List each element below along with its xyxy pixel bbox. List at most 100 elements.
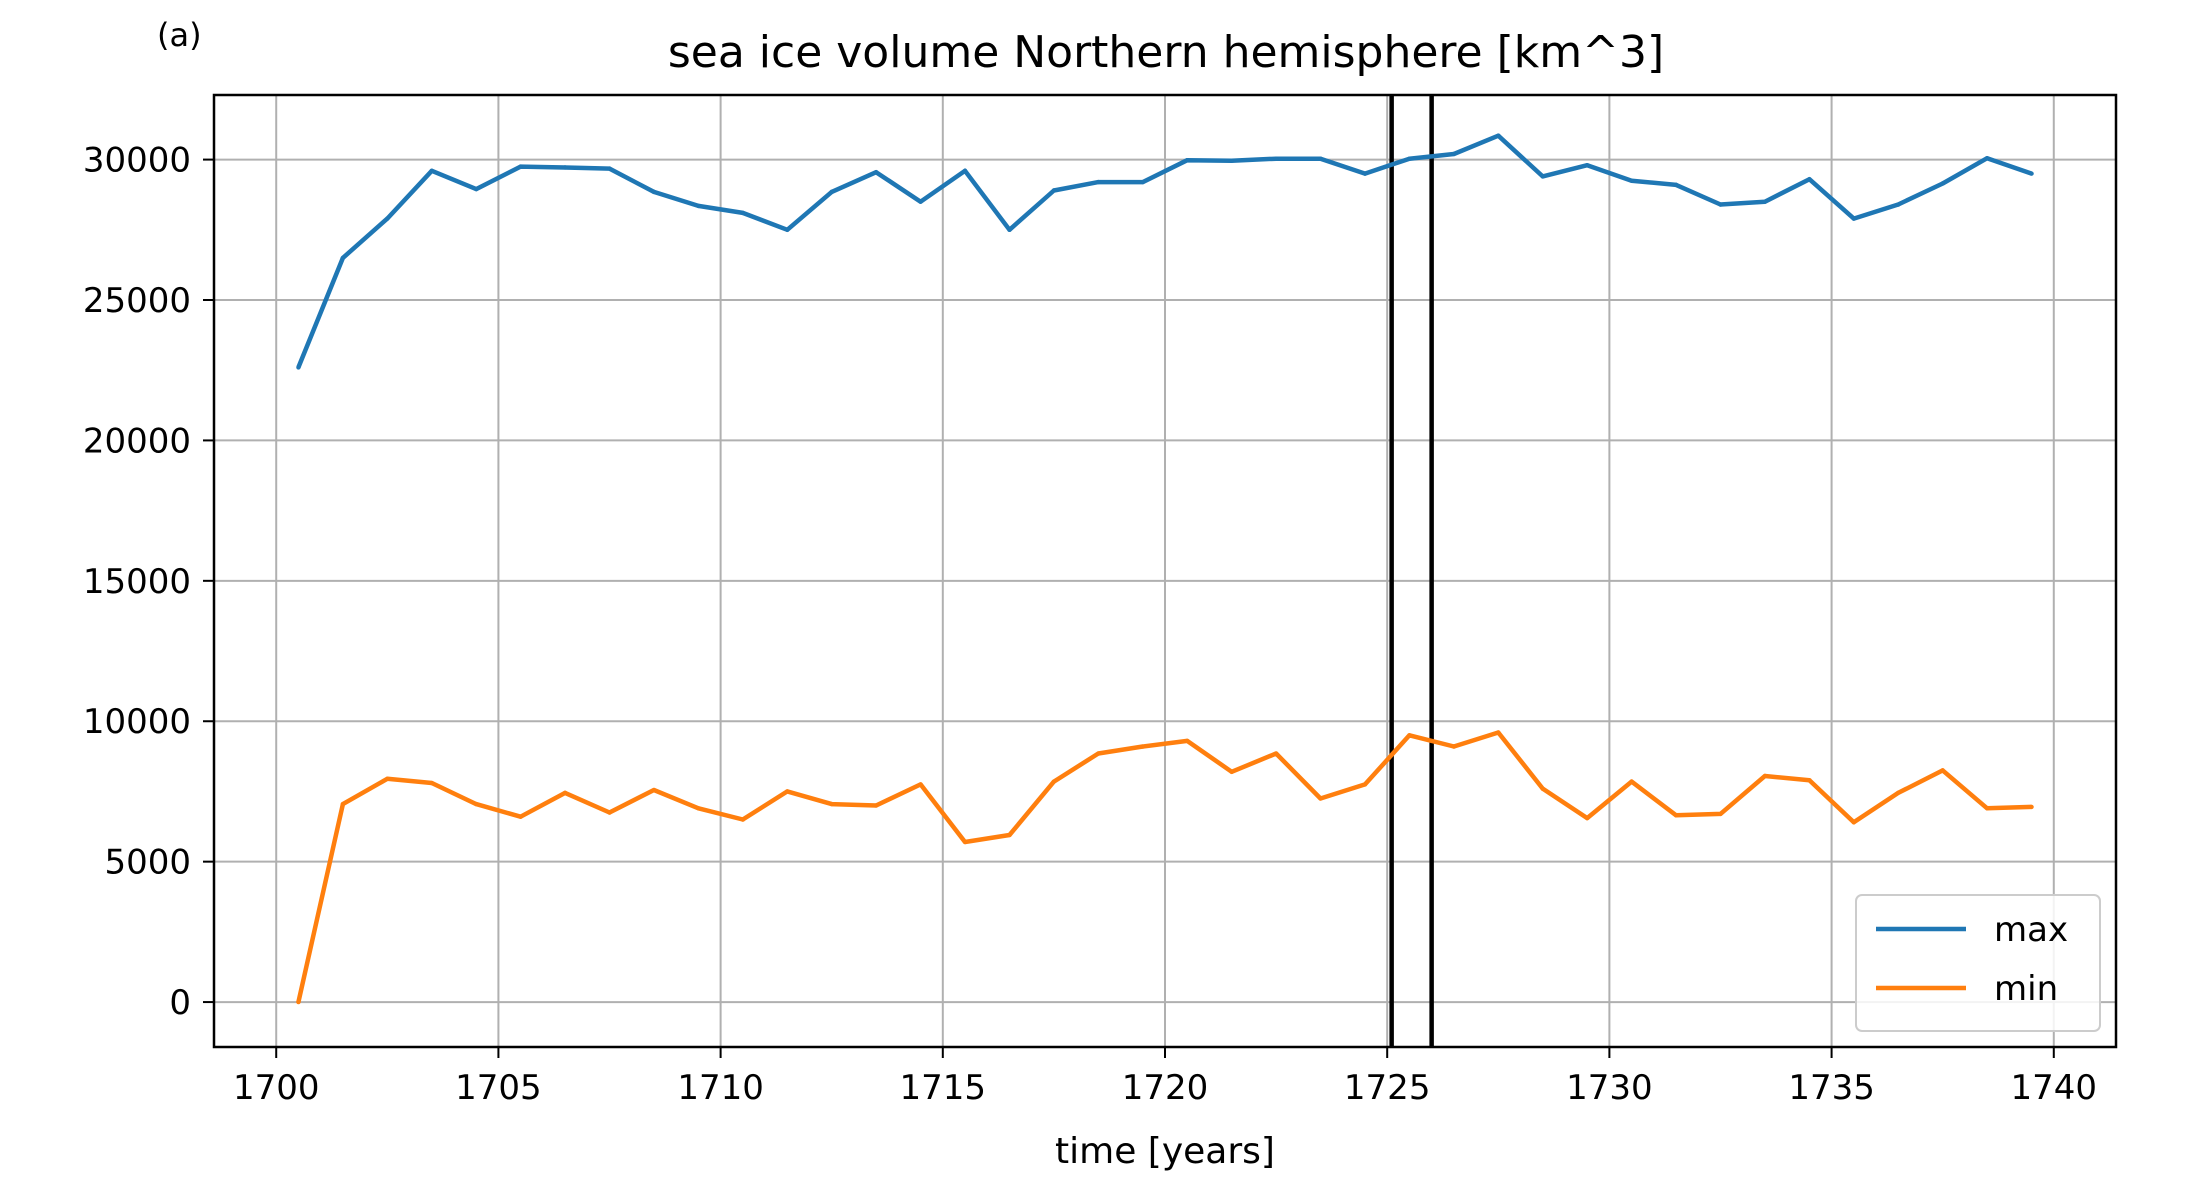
series-line-max bbox=[296, 133, 2033, 369]
data-point-min bbox=[1185, 738, 1190, 744]
data-point-max bbox=[1496, 133, 1501, 138]
data-point-max bbox=[1851, 216, 1857, 221]
data-point-min bbox=[873, 803, 879, 808]
data-point-min bbox=[562, 790, 568, 796]
data-point-max bbox=[918, 199, 923, 204]
x-tick-label: 1735 bbox=[1788, 1068, 1875, 1108]
data-point-max bbox=[1807, 177, 1812, 182]
data-point-max bbox=[1984, 155, 1990, 161]
data-point-min bbox=[1051, 779, 1057, 784]
data-point-max bbox=[962, 168, 968, 174]
series-line-min bbox=[296, 730, 2032, 1003]
x-tick-label: 1700 bbox=[233, 1068, 320, 1108]
data-point-min bbox=[1807, 778, 1812, 783]
data-point-max bbox=[1540, 174, 1545, 179]
data-point-max bbox=[1362, 171, 1368, 176]
legend-max-label: max bbox=[1994, 910, 2068, 950]
x-tick-label: 1730 bbox=[1566, 1068, 1653, 1108]
data-point-min bbox=[1584, 815, 1590, 821]
data-point-min bbox=[1318, 796, 1323, 801]
data-point-min bbox=[1940, 768, 1945, 773]
data-point-min bbox=[785, 789, 790, 794]
y-tick-label: 5000 bbox=[104, 843, 191, 883]
data-point-max bbox=[1629, 178, 1634, 183]
data-point-min bbox=[607, 810, 612, 815]
x-tick-label: 1710 bbox=[677, 1068, 764, 1108]
y-tick-label: 0 bbox=[169, 983, 191, 1023]
data-point-max bbox=[1762, 199, 1768, 204]
data-point-min bbox=[829, 801, 834, 807]
data-point-max bbox=[607, 166, 612, 171]
data-point-min bbox=[1629, 779, 1634, 784]
gridlines bbox=[214, 95, 2116, 1047]
data-point-min bbox=[473, 801, 479, 807]
data-point-min bbox=[1407, 733, 1412, 738]
data-point-max bbox=[1718, 202, 1723, 207]
data-point-min bbox=[1140, 744, 1145, 749]
data-point-min bbox=[1718, 811, 1723, 817]
data-point-min bbox=[962, 839, 968, 845]
y-tick-label: 10000 bbox=[83, 702, 191, 742]
data-point-max bbox=[1185, 157, 1190, 163]
data-point-min bbox=[696, 806, 701, 811]
data-point-min bbox=[1896, 790, 1901, 796]
data-point-max bbox=[651, 189, 657, 195]
y-tick-label: 15000 bbox=[83, 562, 191, 602]
data-point-min bbox=[1007, 832, 1012, 838]
data-point-max bbox=[1051, 188, 1057, 193]
data-point-min bbox=[1851, 820, 1857, 825]
data-point-min bbox=[1540, 786, 1545, 791]
data-point-max bbox=[429, 168, 434, 174]
data-point-max bbox=[1007, 227, 1012, 232]
data-point-min bbox=[385, 776, 390, 782]
data-point-min bbox=[1362, 782, 1368, 787]
data-point-max bbox=[296, 365, 301, 370]
x-tick-label: 1705 bbox=[455, 1068, 542, 1108]
axis-ticks: 1700 1705 1710 1715 1720 1725 1730 1735 1740 0 500… bbox=[83, 141, 2097, 1108]
x-tick-label: 1740 bbox=[2011, 1068, 2098, 1108]
data-point-max bbox=[562, 165, 568, 170]
x-tick-label: 1715 bbox=[900, 1068, 987, 1108]
data-point-max bbox=[740, 210, 746, 216]
data-point-max bbox=[1451, 151, 1457, 157]
x-tick-label: 1725 bbox=[1344, 1068, 1431, 1108]
data-point-max bbox=[473, 186, 479, 192]
data-point-min bbox=[1096, 751, 1101, 756]
data-point-min bbox=[1273, 751, 1279, 756]
data-point-min bbox=[1451, 744, 1457, 749]
data-point-min bbox=[918, 782, 923, 787]
data-point-max bbox=[1584, 163, 1590, 168]
data-point-max bbox=[829, 189, 834, 195]
x-tick-label: 1720 bbox=[1122, 1068, 1209, 1108]
data-point-min bbox=[2029, 804, 2034, 810]
data-point-min bbox=[1496, 730, 1501, 735]
data-point-min bbox=[296, 999, 301, 1005]
data-point-max bbox=[340, 255, 346, 261]
data-point-min bbox=[429, 780, 434, 786]
data-point-max bbox=[873, 170, 879, 175]
data-point-max bbox=[1096, 179, 1101, 185]
data-point-min bbox=[1229, 769, 1234, 774]
x-axis-label: time [years] bbox=[1055, 1131, 1275, 1172]
data-point-max bbox=[1229, 158, 1234, 163]
data-point-max bbox=[1273, 156, 1279, 161]
data-point-min bbox=[740, 817, 746, 822]
data-point-max bbox=[1896, 202, 1901, 207]
legend: max min bbox=[1855, 894, 2101, 1032]
plot-series bbox=[296, 133, 2034, 1005]
data-point-min bbox=[1673, 813, 1679, 818]
data-point-max bbox=[1940, 181, 1945, 186]
data-point-max bbox=[2029, 171, 2034, 176]
legend-min-label: min bbox=[1994, 969, 2058, 1009]
data-point-max bbox=[518, 164, 523, 169]
data-point-max bbox=[1318, 156, 1323, 161]
data-point-min bbox=[518, 814, 523, 819]
data-point-max bbox=[1673, 182, 1679, 188]
data-point-min bbox=[1984, 806, 1990, 811]
y-tick-label: 25000 bbox=[83, 281, 191, 321]
data-point-max bbox=[1140, 179, 1145, 185]
panel-label: (a) bbox=[157, 16, 202, 54]
data-point-min bbox=[1762, 773, 1768, 779]
data-point-max bbox=[1407, 156, 1412, 161]
